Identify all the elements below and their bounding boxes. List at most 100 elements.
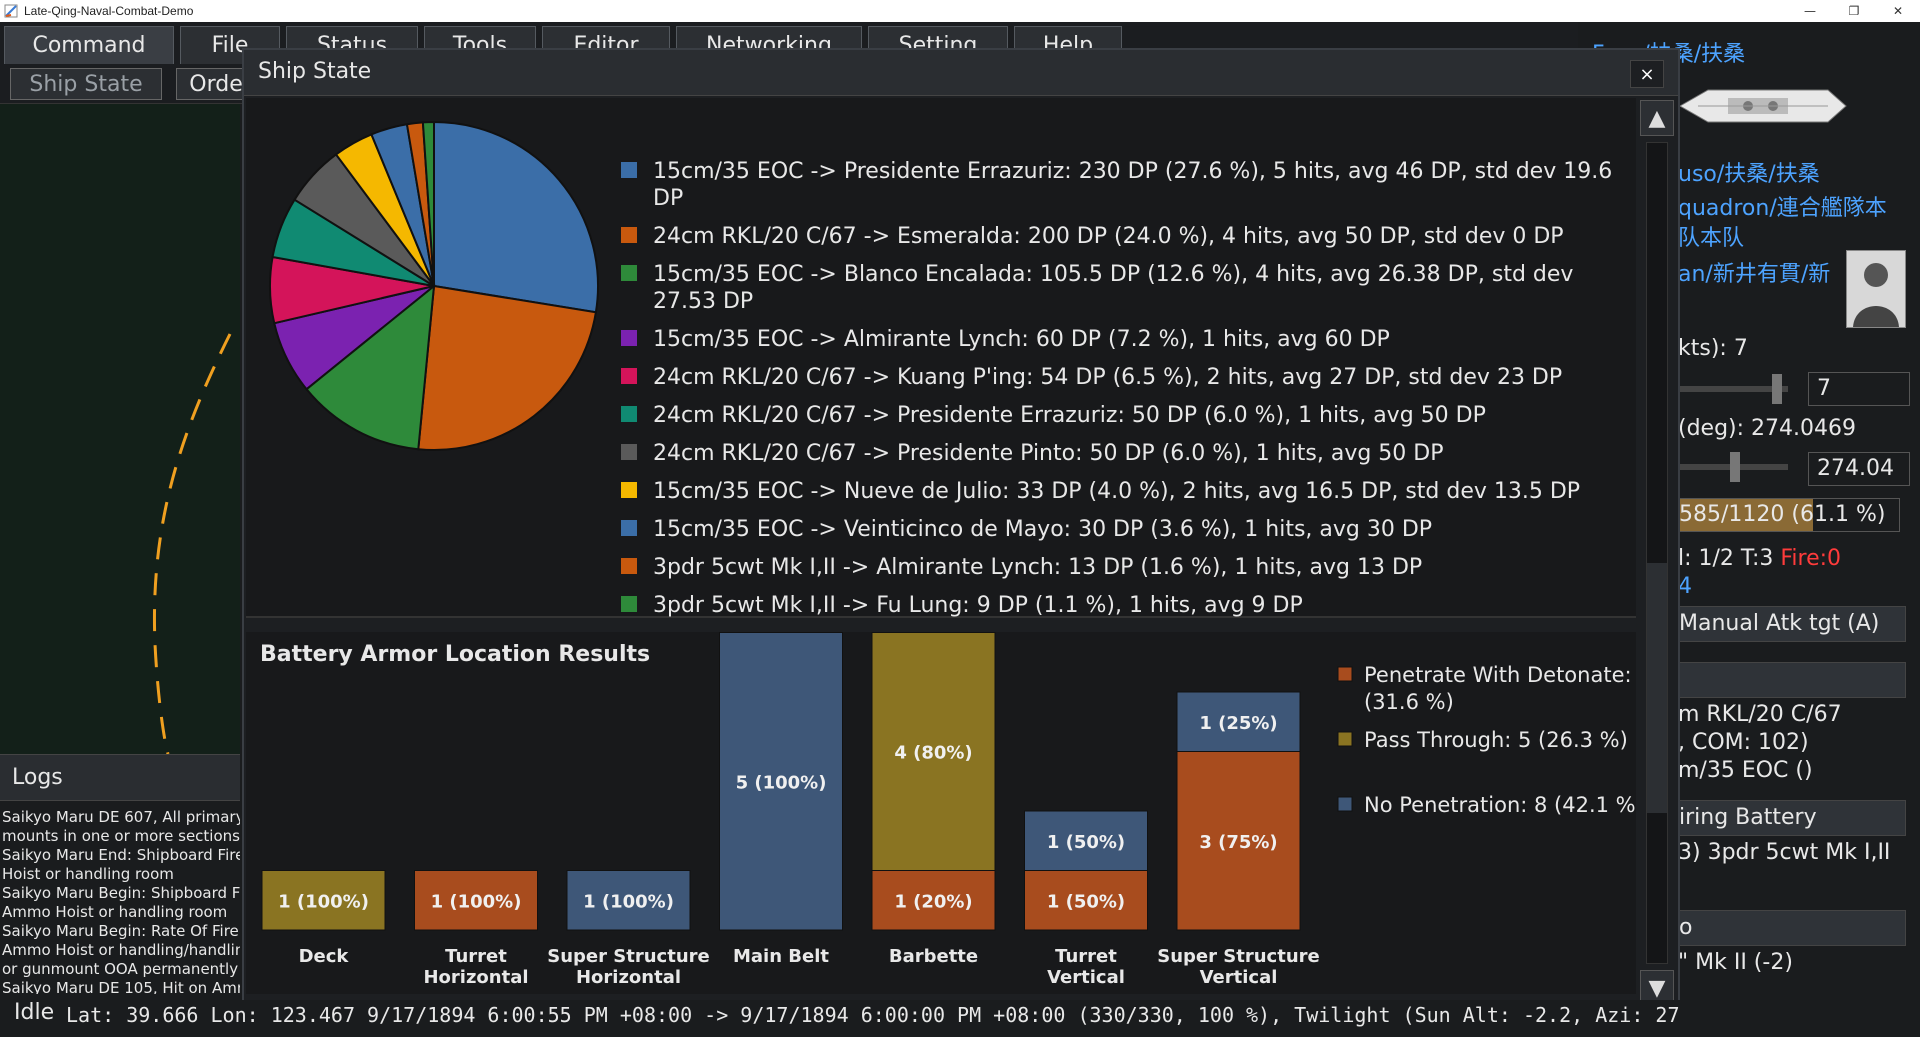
dialog-titlebar[interactable]: Ship State × — [244, 50, 1678, 96]
dialog-scrollbar[interactable]: ▲ ▼ — [1640, 100, 1674, 1006]
bar-value-label: 1 (50%) — [1047, 891, 1125, 912]
legend-text: 15cm/35 EOC -> Blanco Encalada: 105.5 DP… — [653, 262, 1574, 314]
bar-legend-swatch — [1337, 796, 1353, 812]
ship-silhouette-icon — [1678, 89, 1847, 123]
legend-text: 3pdr 5cwt Mk I,II -> Almirante Lynch: 13… — [653, 555, 1423, 580]
legend-swatch — [621, 265, 637, 281]
window-titlebar: Late-Qing-Naval-Combat-Demo — ❐ ✕ — [0, 0, 1920, 22]
bar-legend-text: Pass Through: 5 (26.3 %) — [1364, 728, 1628, 752]
legend-text: 15cm/35 EOC -> Nueve de Julio: 33 DP (4.… — [653, 479, 1581, 504]
squadron-link[interactable]: quadron/連合艦隊本 — [1678, 196, 1887, 221]
legend-text: 24cm RKL/20 C/67 -> Kuang P'ing: 54 DP (… — [653, 365, 1563, 390]
idle-indicator: Idle — [14, 1000, 55, 1025]
scroll-track[interactable] — [1646, 142, 1668, 964]
log-list[interactable]: Saikyo Maru DE 607, All primary mounts i… — [2, 808, 240, 994]
pie-legend-item: 24cm RKL/20 C/67 -> Presidente Pinto: 50… — [621, 440, 1621, 467]
armor-results-panel: Battery Armor Location Results 1 (100%) D… — [246, 632, 1636, 994]
log-line: Hoist or handling room — [2, 865, 174, 883]
heading-input[interactable]: 274.04 — [1808, 452, 1910, 486]
close-window-button[interactable]: ✕ — [1892, 4, 1904, 18]
speed-slider[interactable] — [1678, 374, 1788, 404]
dialog-title: Ship State — [258, 59, 372, 84]
log-line: Saikyo Maru Begin: Rate Of Fire — [2, 922, 239, 940]
category-label: Vertical — [1200, 967, 1278, 988]
legend-text: 24cm RKL/20 C/67 -> Esmeralda: 200 DP (2… — [653, 224, 1564, 249]
bar-value-label: 5 (100%) — [736, 772, 827, 793]
legend-swatch — [621, 596, 637, 612]
guns-line-3: m/35 EOC () — [1678, 758, 1813, 783]
legend-swatch — [621, 330, 637, 346]
status-bar: Idle Lat: 39.666 Lon: 123.467 9/17/1894 … — [0, 1000, 1920, 1037]
legend-text: 15cm/35 EOC -> Veinticinco de Mayo: 30 D… — [653, 517, 1433, 542]
heading-slider[interactable] — [1678, 452, 1788, 482]
category-label: Horizontal — [576, 967, 681, 988]
legend-text: 15cm/35 EOC -> Almirante Lynch: 60 DP (7… — [653, 327, 1390, 352]
hp-bar-fill — [1679, 499, 1814, 531]
category-label: Barbette — [889, 946, 978, 967]
tab-command[interactable]: Command — [4, 26, 174, 64]
scroll-up-button[interactable]: ▲ — [1640, 100, 1674, 136]
legend-text: 24cm RKL/20 C/67 -> Presidente Pinto: 50… — [653, 441, 1444, 466]
pie-slice — [417, 284, 598, 451]
speed-input[interactable]: 7 — [1808, 372, 1910, 406]
fire-counter: Fire:0 — [1780, 546, 1842, 571]
pie-legend-item: 24cm RKL/20 C/67 -> Presidente Errazuriz… — [621, 402, 1621, 429]
ship-name-link[interactable]: uso/扶桑/扶桑 — [1678, 162, 1820, 187]
pie-legend-item: 15cm/35 EOC -> Veinticinco de Mayo: 30 D… — [621, 516, 1621, 543]
pie-slice — [421, 120, 435, 287]
pie-legend-item: 15cm/35 EOC -> Presidente Errazuriz: 230… — [621, 158, 1621, 212]
logs-panel: Logs Saikyo Maru DE 607, All primary mou… — [0, 754, 240, 994]
minimize-button[interactable]: — — [1804, 4, 1816, 18]
category-label: Super Structure — [547, 946, 709, 967]
heading-slider-handle[interactable] — [1730, 452, 1740, 482]
bar-segment — [414, 870, 538, 931]
bar-segment — [566, 870, 691, 931]
pie-legend: 15cm/35 EOC -> Presidente Errazuriz: 230… — [621, 158, 1621, 630]
bar-value-label: 1 (100%) — [278, 891, 369, 912]
speed-slider-handle[interactable] — [1772, 374, 1782, 404]
bar-legend-text: No Penetration: 8 (42.1 %) — [1364, 793, 1636, 817]
bar-legend-text: Penetrate With Detonate: 6 — [1364, 663, 1636, 687]
map-view[interactable] — [0, 104, 240, 754]
category-label: Turret — [445, 946, 507, 967]
legend-swatch — [621, 482, 637, 498]
bar-value-label: 1 (100%) — [583, 891, 674, 912]
category-label: Super Structure — [1157, 946, 1319, 967]
scroll-thumb[interactable] — [1647, 563, 1667, 813]
speed-label: kts): 7 — [1678, 336, 1748, 361]
bar-value-label: 1 (25%) — [1199, 713, 1277, 734]
maximize-button[interactable]: ❐ — [1848, 4, 1860, 18]
bar-legend-swatch — [1337, 666, 1353, 682]
heading-label: (deg): 274.0469 — [1678, 416, 1857, 441]
legend-swatch — [621, 520, 637, 536]
legend-text: 15cm/35 EOC -> Presidente Errazuriz: 230… — [653, 159, 1613, 211]
pie-legend-item: 24cm RKL/20 C/67 -> Kuang P'ing: 54 DP (… — [621, 364, 1621, 391]
battery-item[interactable]: 3) 3pdr 5cwt Mk I,II — [1678, 840, 1891, 865]
squadron-link-2[interactable]: 队本队 — [1678, 226, 1745, 251]
guns-section-header — [1670, 662, 1906, 698]
pie-slice — [433, 120, 599, 314]
manual-attack-button[interactable]: Manual Atk tgt (A) — [1670, 606, 1906, 642]
damage-pie-panel: 15cm/35 EOC -> Presidente Errazuriz: 230… — [246, 98, 1636, 618]
bar-segment — [1176, 751, 1301, 931]
pie-legend-item: 3pdr 5cwt Mk I,II -> Almirante Lynch: 13… — [621, 554, 1621, 581]
logs-title: Logs — [12, 765, 63, 790]
hp-bar: 585/1120 (61.1 %) — [1678, 498, 1900, 532]
bar-legend-text: (31.6 %) — [1364, 690, 1454, 714]
legend-text: 24cm RKL/20 C/67 -> Presidente Errazuriz… — [653, 403, 1486, 428]
log-line: mounts in one or more sections — [2, 827, 240, 845]
subtab-ship-state[interactable]: Ship State — [10, 68, 162, 100]
small-link[interactable]: 4 — [1678, 574, 1692, 599]
firing-battery-header[interactable]: iring Battery — [1670, 800, 1906, 836]
dialog-close-button[interactable]: × — [1630, 60, 1664, 88]
log-line: Saikyo Maru End: Shipboard Fire — [2, 846, 240, 864]
pie-legend-item: 3pdr 5cwt Mk I,II -> Fu Lung: 9 DP (1.1 … — [621, 592, 1621, 619]
category-label: Vertical — [1047, 967, 1125, 988]
captain-link[interactable]: an/新井有貫/新 — [1678, 262, 1831, 287]
bar-chart-title: Battery Armor Location Results — [260, 642, 651, 667]
pie-legend-item: 15cm/35 EOC -> Almirante Lynch: 60 DP (7… — [621, 326, 1621, 353]
category-label: Turret — [1055, 946, 1117, 967]
bar-value-label: 4 (80%) — [894, 743, 972, 764]
damage-pie-chart — [269, 120, 599, 451]
